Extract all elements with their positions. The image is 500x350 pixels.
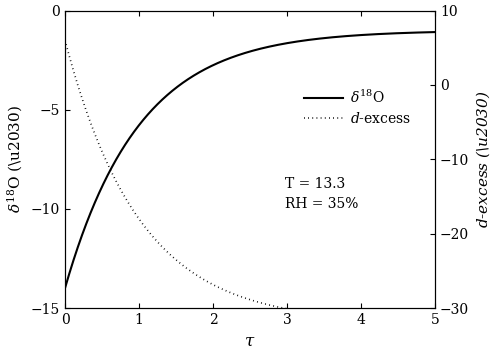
X-axis label: $\tau$: $\tau$ (244, 332, 256, 349)
Y-axis label: $d$-excess (\u2030): $d$-excess (\u2030) (474, 90, 492, 228)
Y-axis label: $\delta^{18}$O (\u2030): $\delta^{18}$O (\u2030) (6, 105, 25, 213)
Text: T = 13.3
RH = 35%: T = 13.3 RH = 35% (285, 177, 358, 211)
Legend: $\delta^{18}$O, $d$-excess: $\delta^{18}$O, $d$-excess (299, 83, 417, 132)
